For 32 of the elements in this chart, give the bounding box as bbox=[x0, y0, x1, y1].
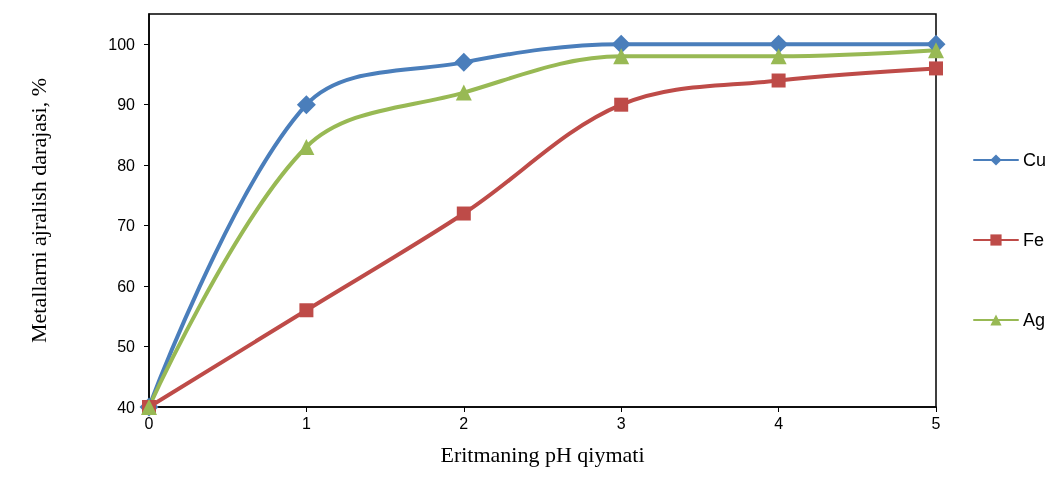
x-tick-label: 1 bbox=[301, 414, 311, 432]
point bbox=[611, 34, 631, 54]
point bbox=[456, 206, 471, 221]
legend-label: Cu bbox=[1022, 150, 1047, 170]
point bbox=[299, 303, 314, 318]
x-tick-label: 3 bbox=[616, 414, 626, 432]
y-tick-label: 60 bbox=[117, 277, 136, 295]
x-tick-label: 2 bbox=[459, 414, 469, 432]
point bbox=[929, 61, 943, 76]
point bbox=[298, 139, 315, 156]
y-tick-label: 40 bbox=[117, 398, 136, 416]
point bbox=[296, 95, 316, 115]
legend-label: Ag bbox=[1022, 310, 1046, 330]
point bbox=[613, 48, 630, 65]
point bbox=[928, 42, 944, 59]
point bbox=[614, 97, 629, 112]
point bbox=[455, 84, 472, 101]
x-axis-title: Eritmaning pH qiymati bbox=[440, 441, 645, 467]
point bbox=[769, 34, 789, 54]
y-tick-label: 100 bbox=[108, 35, 136, 53]
x-tick-label: 0 bbox=[144, 414, 154, 432]
y-tick-label: 80 bbox=[117, 156, 136, 174]
x-tick-label: 4 bbox=[774, 414, 784, 432]
legend-label: Fe bbox=[1022, 230, 1045, 250]
y-tick-label: 50 bbox=[117, 338, 136, 356]
point bbox=[454, 52, 474, 72]
point bbox=[770, 48, 787, 65]
x-tick-label: 5 bbox=[931, 414, 941, 432]
point bbox=[771, 73, 786, 88]
y-tick-label: 70 bbox=[117, 217, 136, 235]
y-axis-title: Metallarni ajralish darajasi, % bbox=[25, 77, 51, 344]
y-tick-label: 90 bbox=[117, 96, 136, 114]
